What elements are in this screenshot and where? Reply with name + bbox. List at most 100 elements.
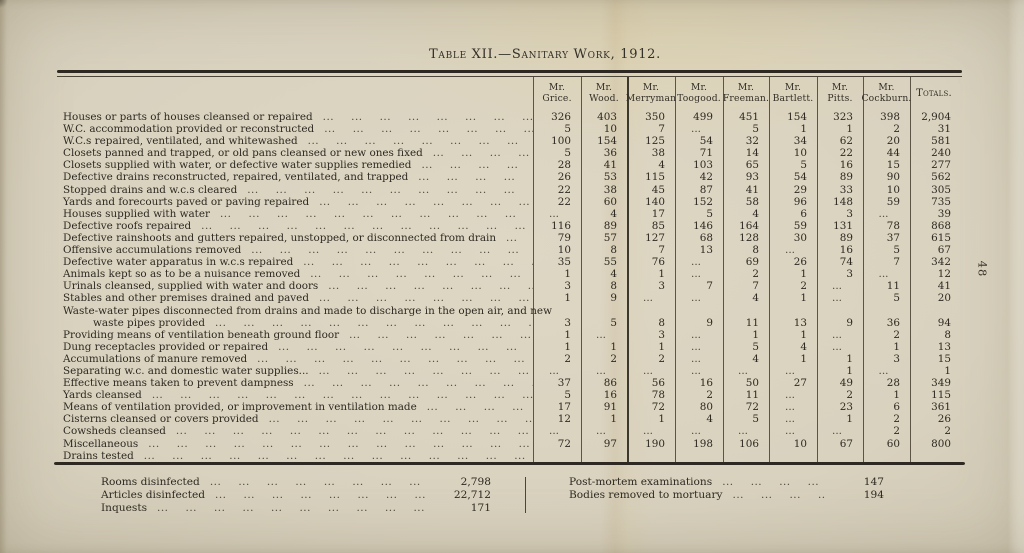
top-rule-thick — [57, 70, 962, 73]
value-cell: 3 — [658, 280, 665, 293]
row-label-cell: Stables and other premises drained and p… — [57, 292, 533, 304]
summary-row: Inquests ... ... ... ... ... ... ... ... … — [101, 502, 491, 515]
row-label-line: W.C.s repaired, ventilated, and whitewas… — [63, 135, 533, 147]
value-cell: 89 — [839, 171, 853, 184]
value-cell: 57 — [603, 231, 617, 244]
row-label-line: Stables and other premises drained and p… — [63, 292, 533, 304]
row-label-cell: Defective roofs repaired ... ... ... ... … — [57, 220, 533, 232]
value-cell: 128 — [739, 231, 759, 244]
value-cell: 2 — [706, 389, 713, 402]
value-cell: 26 — [937, 413, 951, 426]
dot-leader: ... ... ... ... ... ... ... ... ... ... … — [506, 231, 533, 244]
value-cell: 1 — [564, 328, 571, 341]
value-cell: ... — [878, 364, 889, 377]
value-cell: ... — [691, 328, 701, 341]
value-cell: 1 — [846, 123, 853, 136]
row-label-line: Defective drains reconstructed, repaired… — [63, 171, 533, 183]
column-divider — [627, 77, 629, 462]
value-cell: 5 — [564, 389, 571, 402]
column-header: Mr. Grice. — [542, 82, 572, 104]
row-label: Defective roofs repaired — [63, 219, 192, 232]
column-header: Mr. Toogood. — [677, 82, 721, 104]
value-cell: 5 — [752, 340, 759, 353]
row-label-line: Houses supplied with water ... ... ... ..… — [63, 208, 533, 220]
value-cell: ... — [878, 268, 889, 281]
value-cell: 29 — [793, 183, 807, 196]
value-cell: 5 — [610, 316, 617, 329]
row-label: Yards cleansed — [63, 389, 142, 402]
row-label-cell: Yards cleansed ... ... ... ... ... ... ..… — [57, 389, 533, 401]
row-label-line: Drains tested ... ... ... ... ... ... ...… — [63, 450, 533, 462]
dot-leader: ... ... ... ... ... ... ... ... ... ... … — [268, 413, 533, 426]
row-label: Providing means of ventilation beneath g… — [63, 328, 340, 341]
value-cell: 59 — [886, 195, 900, 208]
row-label-cell: Defective drains reconstructed, repaired… — [57, 171, 533, 183]
value-cell: 8 — [944, 328, 951, 341]
table-row: Providing means of ventilation beneath g… — [57, 329, 962, 341]
value-cell: ... — [785, 401, 795, 414]
row-label-cell: Closets supplied with water, or defectiv… — [57, 159, 533, 171]
value-cell: 1 — [658, 268, 665, 281]
value-cell: 5 — [564, 123, 571, 136]
dot-leader: ... ... ... ... ... ... ... ... ... ... … — [303, 377, 533, 390]
value-cell: 148 — [833, 195, 853, 208]
value-cell: 16 — [603, 389, 617, 402]
value-cell: ... — [832, 328, 842, 341]
value-cell: 16 — [699, 377, 713, 390]
value-cell: ... — [785, 425, 795, 438]
value-cell: 106 — [739, 437, 759, 450]
row-label: Houses supplied with water — [63, 207, 210, 220]
value-cell: 36 — [603, 147, 617, 160]
value-cell: 1 — [800, 292, 807, 305]
row-label: Cisterns cleansed or covers provided — [63, 413, 259, 426]
value-cell: ... — [596, 364, 606, 377]
value-cell: ... — [643, 292, 653, 305]
value-cell: 26 — [793, 256, 807, 269]
value-cell: 1 — [800, 268, 807, 281]
value-cell: 103 — [693, 159, 713, 172]
value-cell: 4 — [752, 352, 759, 365]
table-row: Stopped drains and w.c.s cleared ... ... … — [57, 184, 962, 196]
value-cell: 4 — [800, 340, 807, 353]
dot-leader: ... ... ... ... ... ... ... ... ... ... … — [318, 292, 533, 305]
value-cell: 44 — [886, 147, 900, 160]
table-row: Yards cleansed... ... ... ... ... ... ..… — [57, 389, 962, 401]
dot-leader: ... ... ... ... ... ... ... ... ... ... … — [418, 171, 533, 184]
summary-value: 171 — [470, 502, 491, 515]
row-label: Separating w.c. and domestic water suppl… — [63, 364, 309, 377]
value-cell: 361 — [931, 401, 951, 414]
column-header: Mr. Cockburn. — [861, 82, 912, 104]
dot-leader: ... ... ... ... ... ... ... ... ... ... … — [157, 502, 433, 515]
value-cell: 323 — [833, 111, 853, 123]
value-cell: 89 — [603, 219, 617, 232]
value-cell: 37 — [886, 231, 900, 244]
summary-row: Post-mortem examinations ... ... ... ... … — [569, 476, 884, 489]
value-cell: ... — [691, 268, 701, 281]
value-cell: 6 — [893, 401, 900, 414]
value-cell: 127 — [645, 231, 665, 244]
row-label-line: Miscellaneous ... ... ... ... ... ... ...… — [63, 438, 533, 450]
value-cell: 80 — [699, 401, 713, 414]
value-cell: 3 — [893, 352, 900, 365]
dot-leader: ... ... ... ... ... ... ... ... ... ... … — [722, 476, 826, 488]
value-cell: 1 — [800, 352, 807, 365]
row-label-cell: Yards and forecourts paved or paving rep… — [57, 196, 533, 208]
value-cell: ... — [691, 292, 701, 305]
value-cell: 89 — [839, 231, 853, 244]
value-cell: 41 — [937, 280, 951, 293]
dot-leader: ... ... ... ... ... ... ... ... ... ... … — [148, 437, 533, 450]
table-row: Miscellaneous ... ... ... ... ... ... ...… — [57, 438, 962, 450]
value-cell: 190 — [645, 437, 665, 450]
row-label: Cowsheds cleansed — [63, 425, 166, 438]
dot-leader: ... ... ... ... ... ... ... ... ... ... … — [426, 401, 533, 414]
value-cell: 22 — [557, 195, 571, 208]
value-cell: 62 — [839, 135, 853, 148]
value-cell: 7 — [658, 244, 665, 257]
row-label-line: Means of ventilation provided, or improv… — [63, 401, 533, 413]
value-cell: 17 — [557, 401, 571, 414]
value-cell: 140 — [645, 195, 665, 208]
dot-leader: ... ... ... ... ... ... ... ... ... ... … — [318, 364, 533, 377]
value-cell: 87 — [699, 183, 713, 196]
value-cell: 131 — [833, 219, 853, 232]
row-label-line: Waste-water pipes disconnected from drai… — [63, 305, 552, 317]
